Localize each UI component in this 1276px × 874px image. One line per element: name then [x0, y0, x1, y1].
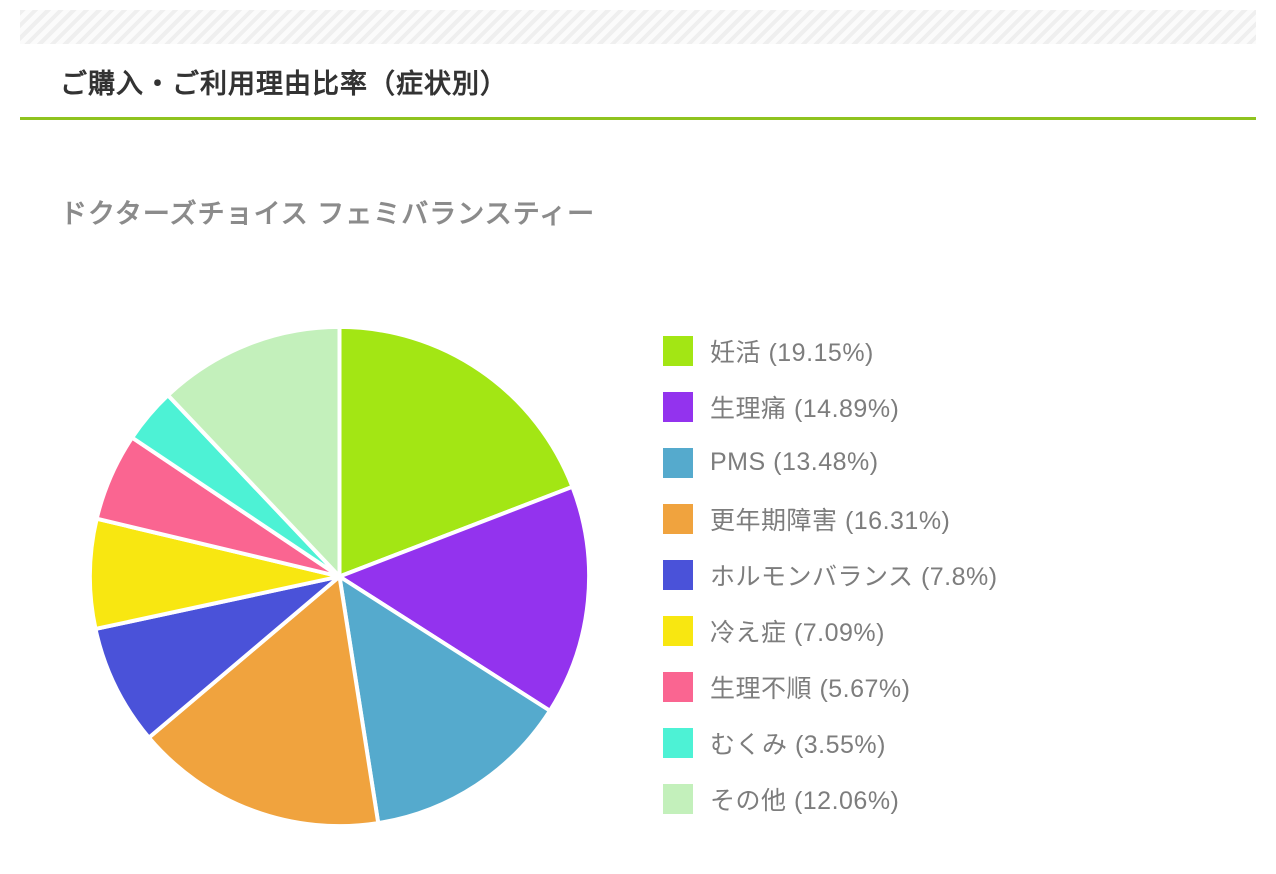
legend-swatch-icon — [663, 335, 693, 366]
pie-slice-5 — [87, 516, 342, 631]
page-title: ご購入・ご利用理由比率（症状別） — [60, 69, 508, 99]
legend-item: ホルモンバランス (7.8%) — [663, 555, 998, 594]
pie-slice-2 — [337, 574, 552, 826]
legend-label: ホルモンバランス (7.8%) — [710, 562, 998, 591]
legend-label: 生理痛 (14.89%) — [710, 394, 900, 423]
legend-label: 冷え症 (7.09%) — [710, 618, 885, 647]
pie-slice-3 — [146, 574, 381, 829]
legend-item: むくみ (3.55%) — [663, 723, 998, 762]
chart-legend: 妊活 (19.15%) 生理痛 (14.89%) PMS (13.48%) 更年… — [663, 319, 998, 818]
legend-swatch-icon — [663, 783, 693, 814]
legend-swatch-icon — [663, 559, 693, 590]
legend-label: その他 (12.06%) — [710, 786, 900, 815]
page: ご購入・ご利用理由比率（症状別） ドクターズチョイス フェミバランスティー 妊活… — [20, 10, 1256, 834]
striped-header-band — [20, 10, 1256, 44]
legend-swatch-icon — [663, 447, 693, 478]
chart-subtitle: ドクターズチョイス フェミバランスティー — [60, 199, 596, 229]
legend-item: 生理痛 (14.89%) — [663, 387, 998, 426]
legend-swatch-icon — [663, 727, 693, 758]
pie-slice-0 — [337, 324, 575, 579]
accent-divider — [20, 117, 1256, 120]
legend-label: 妊活 (19.15%) — [710, 338, 874, 367]
legend-item: PMS (13.48%) — [663, 443, 998, 482]
legend-label: PMS (13.48%) — [710, 448, 879, 476]
legend-item: 妊活 (19.15%) — [663, 331, 998, 370]
legend-item: その他 (12.06%) — [663, 779, 998, 818]
legend-item: 生理不順 (5.67%) — [663, 667, 998, 706]
legend-item: 冷え症 (7.09%) — [663, 611, 998, 650]
legend-swatch-icon — [663, 615, 693, 646]
legend-swatch-icon — [663, 391, 693, 422]
legend-swatch-icon — [663, 503, 693, 534]
pie-chart — [82, 319, 597, 834]
legend-label: 生理不順 (5.67%) — [710, 674, 911, 703]
pie-chart-svg — [87, 324, 592, 829]
legend-item: 更年期障害 (16.31%) — [663, 499, 998, 538]
legend-label: 更年期障害 (16.31%) — [710, 506, 951, 535]
pie-slice-8 — [165, 324, 342, 579]
legend-swatch-icon — [663, 671, 693, 702]
chart-area: 妊活 (19.15%) 生理痛 (14.89%) PMS (13.48%) 更年… — [20, 319, 1256, 834]
pie-slice-1 — [337, 484, 592, 713]
legend-label: むくみ (3.55%) — [710, 730, 886, 759]
